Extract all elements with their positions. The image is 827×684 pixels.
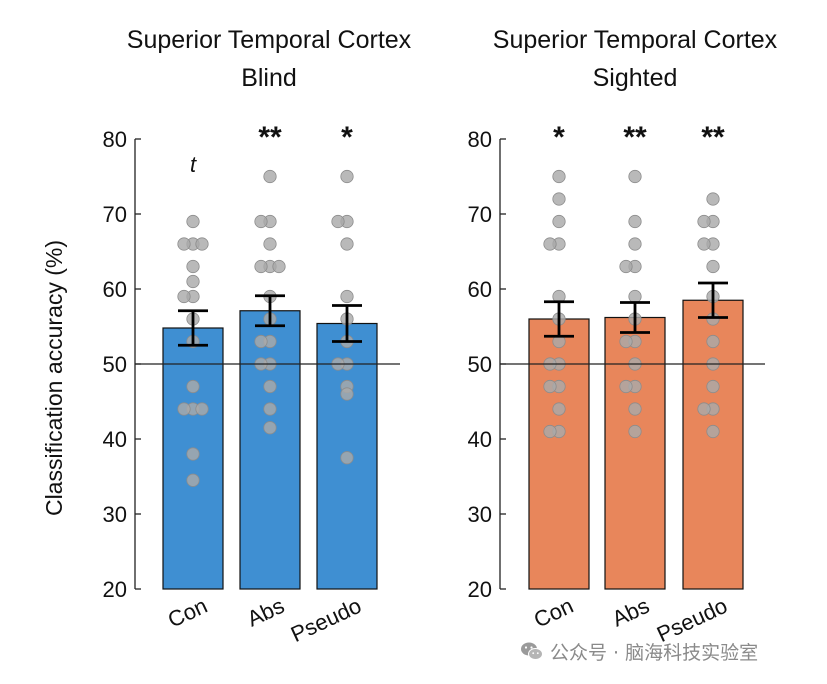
p1-data-point	[263, 402, 277, 416]
p2-y-tick-label: 80	[468, 127, 492, 152]
p1-data-point	[186, 274, 200, 289]
p1-y-tick-label: 70	[103, 202, 127, 227]
p2-data-point	[706, 192, 720, 206]
p1-data-point	[195, 237, 209, 251]
p1-data-point	[331, 214, 345, 229]
p2-data-point	[552, 214, 566, 229]
p1-data-point	[254, 259, 268, 274]
p2-x-tick-label: Abs	[608, 593, 653, 632]
p2-data-point	[628, 169, 642, 184]
p1-data-point	[340, 169, 354, 184]
p2-y-tick-label: 40	[468, 427, 492, 452]
p1-data-point	[177, 237, 191, 251]
p1-data-point	[186, 473, 200, 487]
p2-significance-marker: **	[623, 121, 647, 154]
p1-y-axis-label: Classification accuracy (%)	[41, 240, 67, 516]
p2-y-tick-label: 60	[468, 277, 492, 302]
p2-y-tick-label: 70	[468, 202, 492, 227]
p2-data-point	[697, 214, 711, 229]
p1-data-point	[263, 379, 277, 394]
p1-data-point	[263, 169, 277, 184]
p2-significance-marker: **	[701, 121, 725, 154]
p2-data-point	[552, 192, 566, 206]
p2-data-point	[628, 237, 642, 251]
p2-x-tick-label: Con	[530, 593, 577, 633]
p1-significance-marker: t	[190, 152, 197, 177]
p1-x-tick-label: Con	[164, 593, 211, 633]
p2-data-point	[628, 214, 642, 229]
p1-data-point	[254, 334, 268, 349]
p2-data-point	[628, 402, 642, 416]
p2-data-point	[619, 379, 633, 394]
p2-y-tick-label: 20	[468, 577, 492, 602]
p1-data-point	[272, 259, 286, 274]
p2-y-tick-label: 30	[468, 502, 492, 527]
p2-data-point	[628, 289, 642, 304]
p2-data-point	[706, 334, 720, 349]
p2-data-point	[628, 424, 642, 439]
p2-data-point	[619, 334, 633, 349]
p2-data-point	[543, 237, 557, 251]
p1-y-tick-label: 60	[103, 277, 127, 302]
p1-data-point	[340, 451, 354, 465]
p1-data-point	[340, 237, 354, 251]
p1-data-point	[340, 289, 354, 304]
p1-data-point	[186, 259, 200, 274]
wechat-icon	[521, 642, 543, 660]
p2-data-point	[697, 237, 711, 251]
p1-data-point	[195, 402, 209, 416]
p2-data-point	[706, 379, 720, 394]
p1-y-tick-label: 50	[103, 352, 127, 377]
p1-data-point	[254, 214, 268, 229]
p1-y-tick-label: 40	[103, 427, 127, 452]
p2-data-point	[543, 379, 557, 394]
watermark: 公众号 · 脑海科技实验室	[520, 638, 758, 664]
p2-data-point	[552, 402, 566, 416]
p1-significance-marker: **	[258, 121, 282, 154]
p2-data-point	[706, 424, 720, 439]
p2-significance-marker: *	[553, 121, 565, 154]
p2-chart-subtitle: Sighted	[593, 64, 678, 92]
p2-data-point	[543, 424, 557, 439]
p1-data-point	[177, 289, 191, 304]
p1-data-point	[340, 387, 354, 401]
p2-y-tick-label: 50	[468, 352, 492, 377]
p2-data-point	[552, 169, 566, 184]
p2-bar-pseudo	[682, 299, 744, 590]
p1-data-point	[186, 447, 200, 461]
p1-data-point	[263, 421, 277, 435]
p1-data-point	[177, 402, 191, 416]
p1-data-point	[263, 237, 277, 251]
p1-y-tick-label: 20	[103, 577, 127, 602]
p1-y-tick-label: 80	[103, 127, 127, 152]
p1-x-tick-label: Abs	[243, 593, 288, 632]
p1-significance-marker: *	[341, 121, 353, 154]
watermark-text: 公众号 · 脑海科技实验室	[550, 641, 759, 664]
p1-chart-title: Superior Temporal Cortex	[127, 26, 412, 54]
p2-data-point	[697, 402, 711, 416]
p2-chart-title: Superior Temporal Cortex	[493, 26, 778, 54]
p2-data-point	[706, 259, 720, 274]
p2-data-point	[619, 259, 633, 274]
p1-data-point	[186, 379, 200, 394]
p1-y-tick-label: 30	[103, 502, 127, 527]
p1-chart-subtitle: Blind	[241, 64, 297, 92]
p1-data-point	[186, 214, 200, 229]
p1-bar-abs	[239, 310, 301, 590]
p1-x-tick-label: Pseudo	[287, 593, 365, 647]
